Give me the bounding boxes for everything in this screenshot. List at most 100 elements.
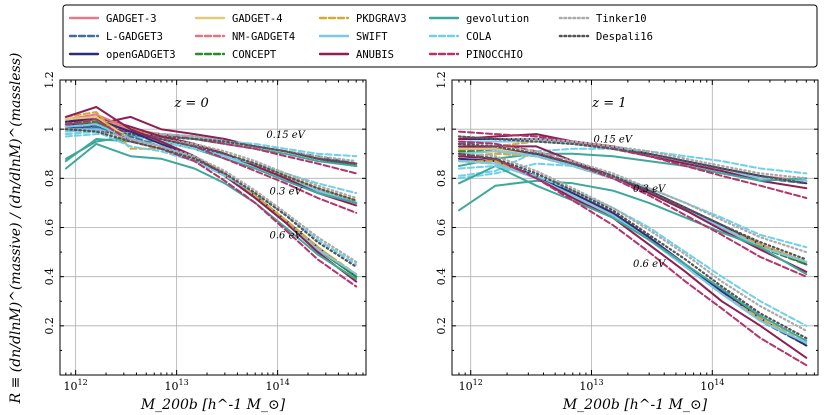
legend-label: GADGET-4 <box>232 13 283 25</box>
legend-item: L-GADGET3 <box>68 31 163 43</box>
series-line-tinker10-0.3ev <box>64 128 358 200</box>
legend-item: CONCEPT <box>194 49 277 61</box>
series-line-despali16-0.6ev <box>64 128 358 268</box>
tick-base: 10 <box>700 380 714 393</box>
x-tick-label: 1014 <box>700 378 724 393</box>
y-tick-label: 0.8 <box>43 170 56 188</box>
series-line-pinocchio-0.6ev <box>64 118 358 288</box>
y-tick-label: 0.2 <box>43 317 56 335</box>
legend-label: GADGET-3 <box>106 13 157 25</box>
legend-label: Despali16 <box>596 31 653 43</box>
series-line-gevolution-0.3ev <box>64 138 358 204</box>
legend-label: Tinker10 <box>596 13 647 25</box>
legend-label: PKDGRAV3 <box>356 13 407 25</box>
series-line-tinker10-0.6ev <box>64 128 358 263</box>
series-line-tinker10-0.15ev <box>457 135 808 180</box>
neutrino-mass-annotation: 0.15 eV <box>593 135 633 146</box>
neutrino-mass-annotation: 0.3 eV <box>633 184 667 195</box>
legend-item: GADGET-3 <box>68 13 157 25</box>
legend-label: ANUBIS <box>356 49 394 61</box>
series-lines <box>457 130 808 367</box>
series-line-despali16-0.15ev <box>457 135 808 185</box>
legend-label: PINOCCHIO <box>466 49 523 61</box>
legend-item: ANUBIS <box>318 49 394 61</box>
series-line-gevolution-0.3ev <box>458 179 808 276</box>
tick-exponent: 12 <box>78 378 88 387</box>
panel-title: z = 1 <box>591 96 626 111</box>
y-tick-label: 0.2 <box>435 317 448 335</box>
legend-item: SWIFT <box>318 31 388 43</box>
tick-exponent: 13 <box>179 378 189 387</box>
x-axis-label: M_200b [h^-1 M_⊙] <box>140 397 286 413</box>
y-tick-label: 0.4 <box>435 268 448 286</box>
series-line-despali16-0.15ev <box>64 128 358 165</box>
y-ticks: 0.2 0.4 0.6 0.8 1 1.2 <box>435 71 818 351</box>
series-line-gevolution-0.15ev <box>458 152 808 182</box>
series-line-swift-0.6ev <box>64 123 358 276</box>
legend-label: COLA <box>466 31 492 43</box>
tick-base: 10 <box>266 380 280 393</box>
y-ticks: 0.2 0.4 0.6 0.8 1 1.2 <box>43 71 366 351</box>
y-tick-label: 0.8 <box>435 170 448 188</box>
tick-exponent: 12 <box>473 378 483 387</box>
series-line-pinocchio-0.6ev <box>458 152 808 367</box>
legend-item: PKDGRAV3 <box>318 13 407 25</box>
legend-item: Despali16 <box>558 31 653 43</box>
series-line-despali16-0.3ev <box>457 142 808 261</box>
y-tick-label: 1 <box>43 126 56 133</box>
legend-label: L-GADGET3 <box>106 31 163 43</box>
series-line-opengadget3-0.6ev <box>64 118 358 278</box>
x-tick-label: 1013 <box>579 378 603 393</box>
tick-base: 10 <box>579 380 593 393</box>
tick-base: 10 <box>459 380 473 393</box>
legend-label: gevolution <box>466 13 529 25</box>
x-tick-label: 1014 <box>266 378 290 393</box>
x-tick-label: 1012 <box>64 378 88 393</box>
x-tick-label: 1012 <box>459 378 483 393</box>
series-line-swift-0.3ev <box>458 150 808 263</box>
tick-exponent: 14 <box>280 378 290 387</box>
series-line-cola-0.15ev <box>458 147 808 177</box>
legend-item: PINOCCHIO <box>428 49 523 61</box>
x-tick-label: 1013 <box>165 378 189 393</box>
legend-label: SWIFT <box>356 31 388 43</box>
y-tick-label: 0.6 <box>435 219 448 237</box>
series-lines <box>64 106 358 288</box>
y-tick-label: 1 <box>435 126 448 133</box>
tick-exponent: 14 <box>714 378 724 387</box>
series-line-tinker10-0.3ev <box>457 142 808 254</box>
y-axis-label-text: R ≡ (dn/dlnM)^(massive) / (dn/dlnM)^(mas… <box>8 53 24 405</box>
x-ticks: 1012 1013 1014 <box>59 80 364 393</box>
y-axis-label: R ≡ (dn/dlnM)^(massive) / (dn/dlnM)^(mas… <box>8 53 24 405</box>
legend-item: openGADGET3 <box>68 49 176 61</box>
y-tick-label: 1.2 <box>435 71 448 89</box>
y-tick-label: 0.6 <box>43 219 56 237</box>
series-line-pinocchio-0.3ev <box>458 140 808 278</box>
series-line-tinker10-0.15ev <box>64 128 358 163</box>
series-line-cola-0.6ev <box>64 130 358 266</box>
legend-label: NM-GADGET4 <box>232 31 295 43</box>
legend-item: gevolution <box>428 13 529 25</box>
series-line-gevolution-0.6ev <box>64 142 358 281</box>
legend-label: CONCEPT <box>232 49 277 61</box>
legend-item: NM-GADGET4 <box>194 31 295 43</box>
panel-title: z = 0 <box>173 96 208 111</box>
tick-exponent: 13 <box>593 378 603 387</box>
series-line-tinker10-0.6ev <box>457 152 808 332</box>
legend-item: COLA <box>428 31 492 43</box>
tick-base: 10 <box>64 380 78 393</box>
neutrino-mass-annotation: 0.3 eV <box>270 186 304 197</box>
legend-label: openGADGET3 <box>106 49 176 61</box>
legend-item: Tinker10 <box>558 13 647 25</box>
y-tick-label: 1.2 <box>43 71 56 89</box>
tick-base: 10 <box>165 380 179 393</box>
series-line-despali16-0.3ev <box>64 128 358 202</box>
neutrino-mass-annotation: 0.15 eV <box>266 130 306 141</box>
legend-item: GADGET-4 <box>194 13 283 25</box>
series-line-despali16-0.6ev <box>457 152 808 340</box>
legend: GADGET-3 L-GADGET3 openGADGET3 GADGET-4 NM-G… <box>62 4 818 68</box>
